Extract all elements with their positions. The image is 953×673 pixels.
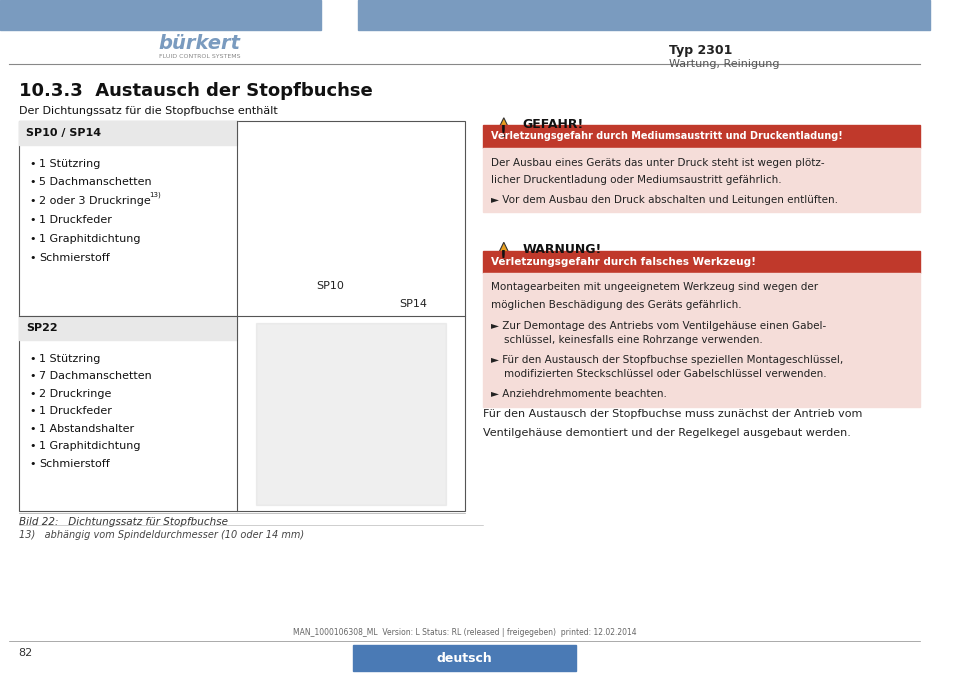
Text: •: • xyxy=(30,459,36,468)
Text: Der Dichtungssatz für die Stopfbuchse enthält: Der Dichtungssatz für die Stopfbuchse en… xyxy=(18,106,277,116)
Text: •: • xyxy=(30,234,36,244)
Text: deutsch: deutsch xyxy=(436,651,492,665)
Text: 82: 82 xyxy=(18,648,32,658)
Bar xyxy=(18,121,236,145)
Text: modifizierten Steckschlüssel oder Gabelschlüssel verwenden.: modifizierten Steckschlüssel oder Gabels… xyxy=(490,369,825,378)
Text: licher Druckentladung oder Mediumsaustritt gefährlich.: licher Druckentladung oder Mediumsaustri… xyxy=(490,175,781,184)
Text: •: • xyxy=(30,354,36,363)
Text: Typ 2301: Typ 2301 xyxy=(669,44,732,57)
Text: schlüssel, keinesfalls eine Rohrzange verwenden.: schlüssel, keinesfalls eine Rohrzange ve… xyxy=(490,335,761,345)
Text: GEFAHR!: GEFAHR! xyxy=(522,118,583,131)
Text: WARNUNG!: WARNUNG! xyxy=(522,242,601,256)
Text: FLUID CONTROL SYSTEMS: FLUID CONTROL SYSTEMS xyxy=(159,54,240,59)
Text: Bild 22:   Dichtungssatz für Stopfbuchse: Bild 22: Dichtungssatz für Stopfbuchse xyxy=(18,517,228,526)
Text: 2 Druckringe: 2 Druckringe xyxy=(39,389,112,398)
Text: •: • xyxy=(30,215,36,225)
Text: •: • xyxy=(30,178,36,187)
Text: •: • xyxy=(30,159,36,168)
Text: Wartung, Reinigung: Wartung, Reinigung xyxy=(669,59,779,69)
Text: 7 Dachmanschetten: 7 Dachmanschetten xyxy=(39,371,152,381)
Text: 1 Stützring: 1 Stützring xyxy=(39,159,100,168)
Text: Für den Austausch der Stopfbuchse muss zunächst der Antrieb vom: Für den Austausch der Stopfbuchse muss z… xyxy=(483,409,862,419)
Text: ► Zur Demontage des Antriebs vom Ventilgehäuse einen Gabel-: ► Zur Demontage des Antriebs vom Ventilg… xyxy=(490,322,825,331)
Bar xyxy=(483,251,920,273)
Text: •: • xyxy=(30,389,36,398)
Text: ► Anziehdrehmomente beachten.: ► Anziehdrehmomente beachten. xyxy=(490,389,666,398)
Bar xyxy=(483,273,920,407)
Text: 10.3.3  Austausch der Stopfbuchse: 10.3.3 Austausch der Stopfbuchse xyxy=(18,82,372,100)
Text: Ventilgehäuse demontiert und der Regelkegel ausgebaut werden.: Ventilgehäuse demontiert und der Regelke… xyxy=(483,428,850,437)
Polygon shape xyxy=(490,118,517,145)
Bar xyxy=(18,121,464,511)
Text: Schmierstoff: Schmierstoff xyxy=(39,459,110,468)
Text: 1 Graphitdichtung: 1 Graphitdichtung xyxy=(39,441,140,451)
Text: 1 Stützring: 1 Stützring xyxy=(39,354,100,363)
Text: möglichen Beschädigung des Geräts gefährlich.: möglichen Beschädigung des Geräts gefähr… xyxy=(490,300,740,310)
Text: Verletzungsgefahr durch Mediumsaustritt und Druckentladung!: Verletzungsgefahr durch Mediumsaustritt … xyxy=(490,131,841,141)
Text: 1 Graphitdichtung: 1 Graphitdichtung xyxy=(39,234,140,244)
Polygon shape xyxy=(490,242,517,269)
Text: Der Ausbau eines Geräts das unter Druck steht ist wegen plötz-: Der Ausbau eines Geräts das unter Druck … xyxy=(490,158,823,168)
Text: SP10: SP10 xyxy=(315,281,343,291)
Text: •: • xyxy=(30,441,36,451)
Bar xyxy=(357,0,928,30)
Text: 2 oder 3 Druckringe: 2 oder 3 Druckringe xyxy=(39,197,151,206)
Text: bürkert: bürkert xyxy=(159,34,240,53)
Text: 1 Abstandshalter: 1 Abstandshalter xyxy=(39,424,134,433)
Bar xyxy=(483,148,920,212)
Text: MAN_1000106308_ML  Version: L Status: RL (released | freigegeben)  printed: 12.0: MAN_1000106308_ML Version: L Status: RL … xyxy=(293,628,636,637)
Text: !: ! xyxy=(499,250,507,264)
Bar xyxy=(483,125,920,148)
Text: 1 Druckfeder: 1 Druckfeder xyxy=(39,215,112,225)
Text: 13): 13) xyxy=(149,192,160,199)
Text: ► Vor dem Ausbau den Druck abschalten und Leitungen entlüften.: ► Vor dem Ausbau den Druck abschalten un… xyxy=(490,195,837,205)
Text: •: • xyxy=(30,253,36,262)
Text: Verletzungsgefahr durch falsches Werkzeug!: Verletzungsgefahr durch falsches Werkzeu… xyxy=(490,257,755,267)
Text: •: • xyxy=(30,406,36,416)
Text: 5 Dachmanschetten: 5 Dachmanschetten xyxy=(39,178,152,187)
Text: SP10 / SP14: SP10 / SP14 xyxy=(26,128,101,138)
Bar xyxy=(0,0,320,30)
Text: •: • xyxy=(30,424,36,433)
Text: !: ! xyxy=(499,125,507,140)
Bar xyxy=(255,323,446,505)
Text: 1 Druckfeder: 1 Druckfeder xyxy=(39,406,112,416)
Text: •: • xyxy=(30,371,36,381)
Text: 13)   abhängig vom Spindeldurchmesser (10 oder 14 mm): 13) abhängig vom Spindeldurchmesser (10 … xyxy=(18,530,303,540)
Text: SP22: SP22 xyxy=(26,323,57,333)
Text: Montagearbeiten mit ungeeignetem Werkzeug sind wegen der: Montagearbeiten mit ungeeignetem Werkzeu… xyxy=(490,283,817,292)
Text: Schmierstoff: Schmierstoff xyxy=(39,253,110,262)
Text: SP14: SP14 xyxy=(399,299,427,309)
Text: ► Für den Austausch der Stopfbuchse speziellen Montageschlüssel,: ► Für den Austausch der Stopfbuchse spez… xyxy=(490,355,842,365)
Bar xyxy=(353,645,576,671)
Text: •: • xyxy=(30,197,36,206)
Bar xyxy=(18,316,236,340)
